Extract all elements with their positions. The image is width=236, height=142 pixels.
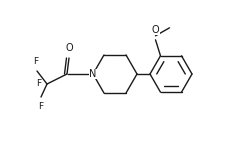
Text: O: O: [65, 43, 73, 53]
Text: F: F: [38, 102, 44, 111]
Text: F: F: [34, 57, 38, 66]
Text: F: F: [36, 79, 41, 87]
Text: N: N: [89, 69, 97, 79]
Text: O: O: [152, 25, 159, 35]
